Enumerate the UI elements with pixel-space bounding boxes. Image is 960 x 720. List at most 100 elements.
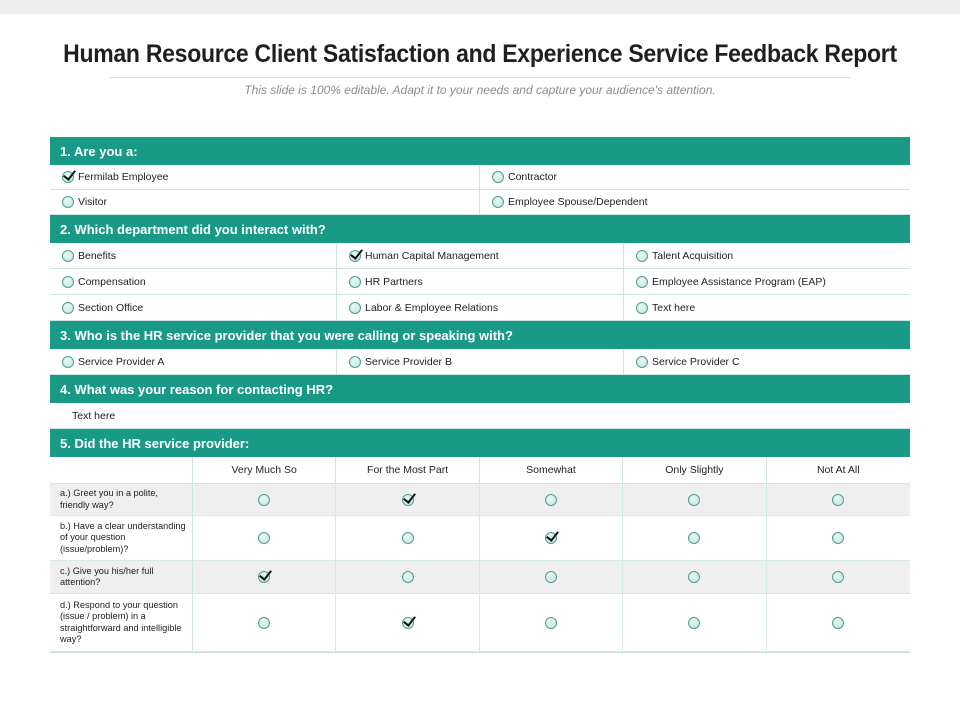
rating-option-cell[interactable]	[480, 516, 624, 560]
rating-row: b.) Have a clear understanding of your q…	[50, 516, 910, 561]
option-label: Text here	[652, 301, 696, 314]
radio-icon[interactable]	[832, 616, 845, 629]
rating-option-cell[interactable]	[480, 484, 624, 515]
q2-option-eap[interactable]: Employee Assistance Program (EAP)	[624, 269, 910, 294]
rating-column-header: Somewhat	[480, 457, 624, 483]
radio-icon[interactable]	[688, 493, 701, 506]
radio-icon[interactable]	[544, 571, 557, 583]
page-subtitle: This slide is 100% editable. Adapt it to…	[244, 83, 716, 97]
title-divider	[110, 77, 850, 78]
radio-icon[interactable]	[636, 301, 648, 314]
option-label: Service Provider B	[365, 355, 452, 368]
q1-option-visitor[interactable]: Visitor	[50, 190, 480, 214]
q2-option-human-capital-management[interactable]: Human Capital Management	[337, 243, 624, 268]
radio-icon[interactable]	[636, 249, 648, 262]
radio-icon[interactable]	[636, 275, 648, 288]
q2-option-hr-partners[interactable]: HR Partners	[337, 269, 624, 294]
radio-icon[interactable]	[349, 301, 361, 314]
radio-icon[interactable]	[62, 249, 74, 262]
radio-checked-icon[interactable]	[62, 171, 74, 183]
radio-icon[interactable]	[62, 355, 74, 368]
rating-option-cell[interactable]	[193, 484, 337, 515]
radio-icon[interactable]	[492, 171, 504, 183]
rating-option-cell[interactable]	[623, 594, 767, 651]
radio-icon[interactable]	[544, 616, 557, 629]
radio-icon[interactable]	[62, 196, 74, 208]
radio-icon[interactable]	[258, 616, 271, 629]
option-label: Labor & Employee Relations	[365, 301, 499, 314]
q1-option-contractor[interactable]: Contractor	[480, 165, 910, 189]
option-label: Service Provider C	[652, 355, 740, 368]
radio-icon[interactable]	[688, 532, 701, 544]
rating-column-header: Only Slightly	[623, 457, 767, 483]
rating-row-label: c.) Give you his/her full attention?	[50, 561, 193, 593]
q1-row-2: Visitor Employee Spouse/Dependent	[50, 190, 910, 215]
rating-option-cell[interactable]	[336, 516, 480, 560]
rating-option-cell[interactable]	[623, 484, 767, 515]
q2-option-section-office[interactable]: Section Office	[50, 295, 337, 320]
option-label: Compensation	[78, 275, 146, 288]
q3-option-provider-a[interactable]: Service Provider A	[50, 349, 337, 374]
q2-option-labor-employee-relations[interactable]: Labor & Employee Relations	[337, 295, 624, 320]
rating-option-cell[interactable]	[767, 594, 910, 651]
q4-answer-field[interactable]: Text here	[72, 409, 116, 422]
radio-icon[interactable]	[401, 532, 414, 544]
rating-option-cell[interactable]	[767, 561, 910, 593]
rating-option-cell[interactable]	[193, 516, 337, 560]
q2-option-talent-acquisition[interactable]: Talent Acquisition	[624, 243, 910, 268]
question-4-heading: 4. What was your reason for contacting H…	[50, 375, 910, 403]
radio-checked-icon[interactable]	[349, 249, 361, 262]
q2-option-text-here[interactable]: Text here	[624, 295, 910, 320]
radio-icon[interactable]	[258, 493, 271, 506]
q2-row-3: Section Office Labor & Employee Relation…	[50, 295, 910, 321]
rating-option-cell[interactable]	[623, 516, 767, 560]
q1-option-employee-spouse[interactable]: Employee Spouse/Dependent	[480, 190, 910, 214]
radio-icon[interactable]	[62, 301, 74, 314]
radio-icon[interactable]	[401, 571, 414, 583]
option-label: Contractor	[508, 171, 558, 183]
rating-option-cell[interactable]	[767, 484, 910, 515]
rating-header-blank	[50, 457, 193, 483]
radio-icon[interactable]	[62, 275, 74, 288]
rating-row-label: d.) Respond to your question (issue / pr…	[50, 594, 193, 651]
rating-option-cell[interactable]	[480, 594, 624, 651]
radio-icon[interactable]	[492, 196, 504, 208]
option-label: Employee Spouse/Dependent	[508, 196, 648, 208]
rating-option-cell[interactable]	[767, 516, 910, 560]
radio-checked-icon[interactable]	[401, 493, 414, 506]
option-label: Talent Acquisition	[652, 249, 734, 262]
q2-option-compensation[interactable]: Compensation	[50, 269, 337, 294]
rating-header-row: Very Much So For the Most Part Somewhat …	[50, 457, 910, 484]
rating-option-cell[interactable]	[336, 561, 480, 593]
rating-rows: a.) Greet you in a polite, friendly way?…	[50, 484, 910, 652]
radio-icon[interactable]	[349, 275, 361, 288]
q2-option-benefits[interactable]: Benefits	[50, 243, 337, 268]
option-label: Employee Assistance Program (EAP)	[652, 275, 826, 288]
q3-option-provider-c[interactable]: Service Provider C	[624, 349, 910, 374]
rating-option-cell[interactable]	[480, 561, 624, 593]
radio-icon[interactable]	[688, 571, 701, 583]
radio-icon[interactable]	[258, 532, 271, 544]
radio-checked-icon[interactable]	[401, 616, 414, 629]
rating-option-cell[interactable]	[336, 594, 480, 651]
rating-option-cell[interactable]	[193, 561, 337, 593]
radio-checked-icon[interactable]	[544, 532, 557, 544]
radio-checked-icon[interactable]	[258, 571, 271, 583]
radio-icon[interactable]	[832, 571, 845, 583]
rating-row-label: a.) Greet you in a polite, friendly way?	[50, 484, 193, 515]
option-label: Visitor	[78, 196, 107, 208]
rating-option-cell[interactable]	[623, 561, 767, 593]
radio-icon[interactable]	[832, 532, 845, 544]
q1-option-fermilab-employee[interactable]: Fermilab Employee	[50, 165, 480, 189]
survey-form: 1. Are you a: Fermilab Employee Contract…	[50, 137, 910, 653]
rating-option-cell[interactable]	[336, 484, 480, 515]
rating-row: d.) Respond to your question (issue / pr…	[50, 594, 910, 652]
q3-option-provider-b[interactable]: Service Provider B	[337, 349, 624, 374]
radio-icon[interactable]	[832, 493, 845, 506]
radio-icon[interactable]	[544, 493, 557, 506]
radio-icon[interactable]	[636, 355, 648, 368]
radio-icon[interactable]	[688, 616, 701, 629]
rating-option-cell[interactable]	[193, 594, 337, 651]
q4-answer-row: Text here	[50, 403, 910, 429]
radio-icon[interactable]	[349, 355, 361, 368]
